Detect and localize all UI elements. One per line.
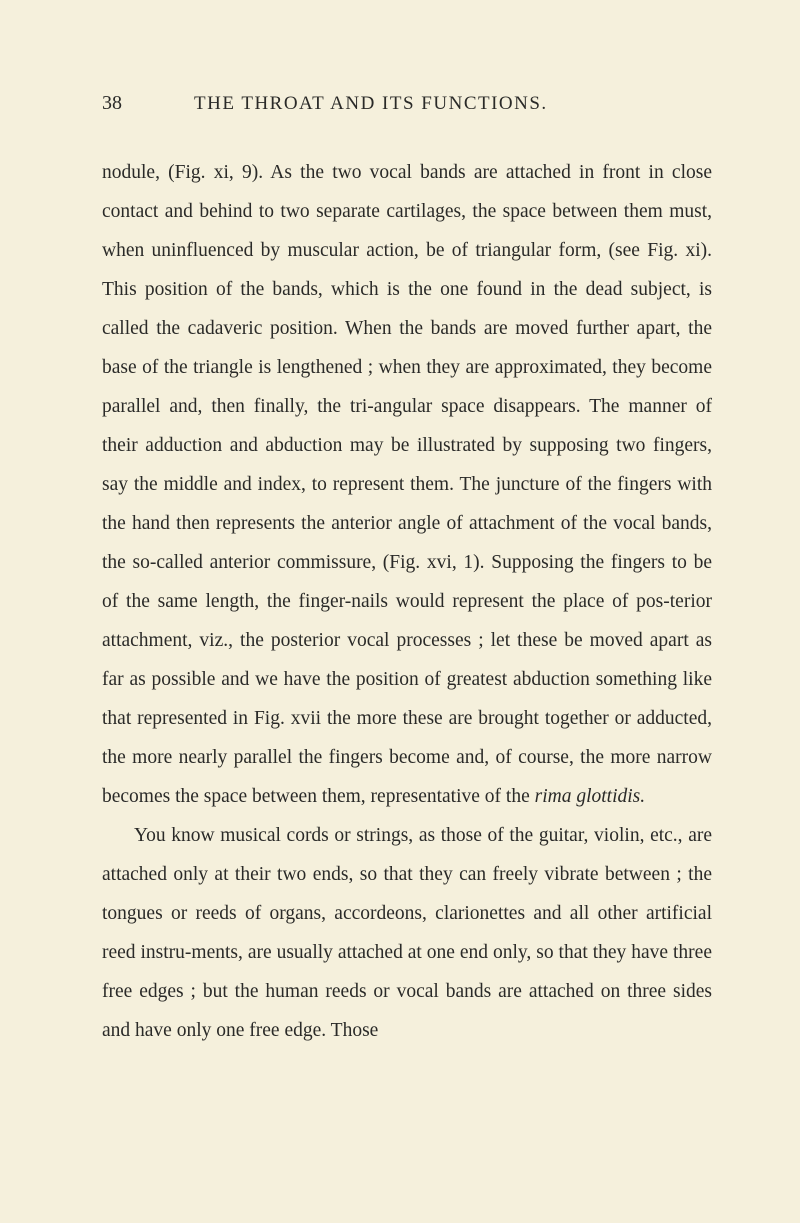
- text-run: nodule, (Fig. xi, 9). As the two vocal b…: [102, 162, 712, 807]
- page-header: 38 THE THROAT AND ITS FUNCTIONS.: [102, 92, 712, 115]
- paragraph-1: nodule, (Fig. xi, 9). As the two vocal b…: [102, 153, 712, 816]
- paragraph-2: You know musical cords or strings, as th…: [102, 816, 712, 1050]
- page-number: 38: [102, 92, 122, 115]
- page-container: 38 THE THROAT AND ITS FUNCTIONS. nodule,…: [0, 0, 800, 1110]
- text-run-italic: rima glottidis.: [535, 786, 646, 807]
- running-title: THE THROAT AND ITS FUNCTIONS.: [194, 93, 548, 115]
- body-text: nodule, (Fig. xi, 9). As the two vocal b…: [102, 153, 712, 1050]
- text-run: You know musical cords or strings, as th…: [102, 825, 712, 1041]
